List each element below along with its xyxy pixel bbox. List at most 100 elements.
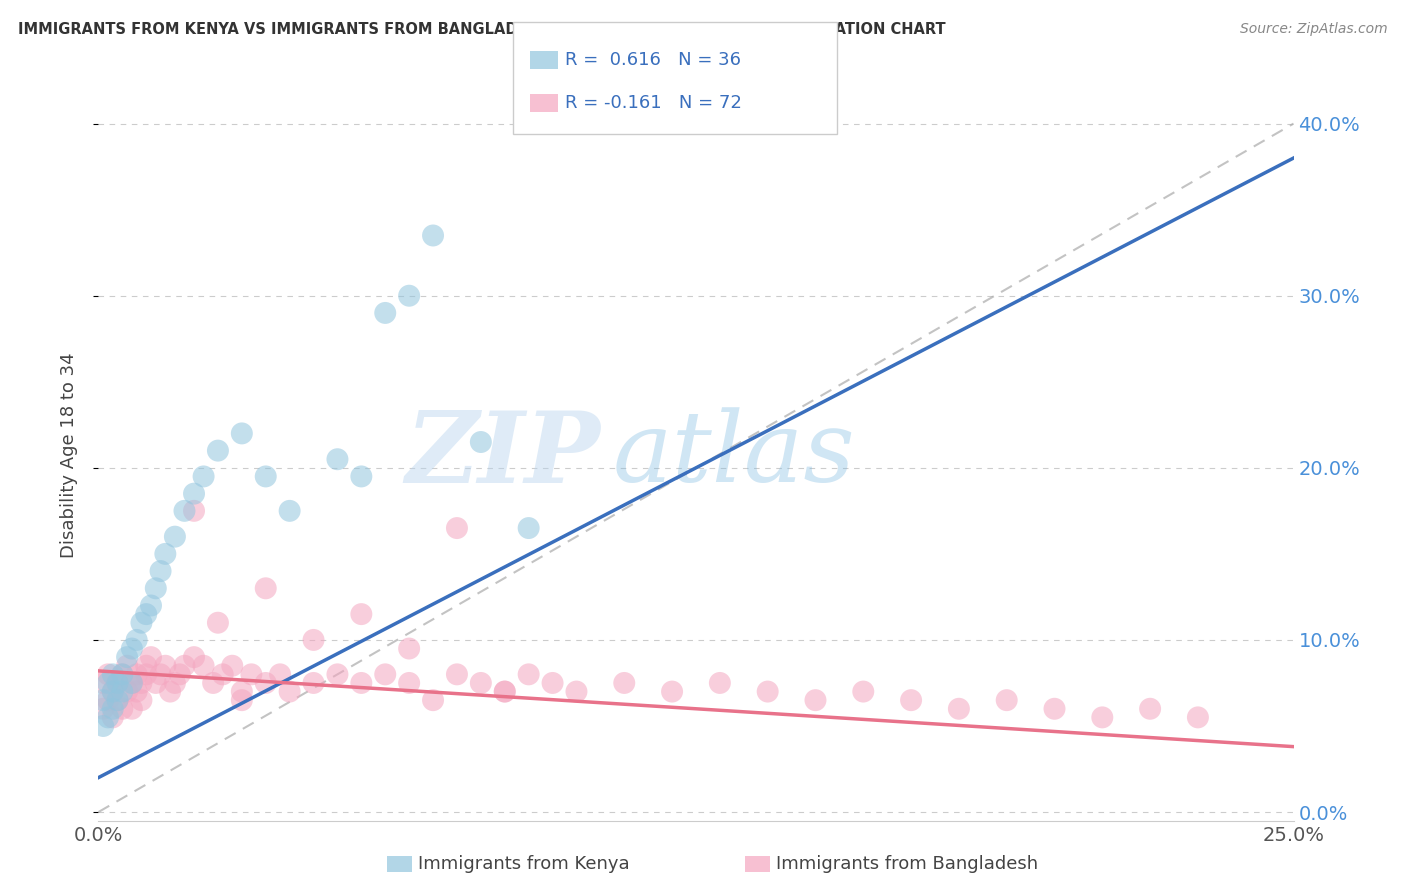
Point: [155, 547, 177, 561]
Point: [115, 650, 138, 665]
Text: Immigrants from Kenya: Immigrants from Kenya: [418, 855, 630, 873]
Point: [91, 702, 114, 716]
Point: [221, 658, 243, 673]
Point: [613, 676, 636, 690]
Point: [278, 684, 301, 698]
Point: [804, 693, 827, 707]
Point: [231, 426, 253, 441]
Point: [135, 667, 157, 681]
Point: [494, 684, 516, 698]
Point: [422, 228, 444, 243]
Point: [207, 615, 229, 630]
Point: [517, 667, 540, 681]
Point: [470, 435, 492, 450]
Point: [139, 599, 162, 613]
Point: [91, 719, 114, 733]
Point: [173, 658, 195, 673]
Point: [350, 607, 373, 621]
Point: [254, 676, 277, 690]
Point: [91, 676, 114, 690]
Point: [101, 684, 124, 698]
Point: [470, 676, 492, 690]
Point: [948, 702, 970, 716]
Text: R = -0.161   N = 72: R = -0.161 N = 72: [565, 94, 742, 112]
Point: [1091, 710, 1114, 724]
Text: Immigrants from Bangladesh: Immigrants from Bangladesh: [776, 855, 1038, 873]
Point: [121, 702, 143, 716]
Point: [115, 658, 138, 673]
Point: [326, 667, 349, 681]
Point: [163, 530, 186, 544]
Point: [398, 289, 420, 303]
Point: [302, 676, 325, 690]
Point: [207, 443, 229, 458]
Point: [97, 693, 120, 707]
Point: [398, 641, 420, 656]
Point: [115, 684, 138, 698]
Point: [517, 521, 540, 535]
Point: [125, 667, 148, 681]
Point: [145, 582, 167, 596]
Point: [193, 658, 215, 673]
Point: [1043, 702, 1066, 716]
Point: [163, 676, 186, 690]
Text: R =  0.616   N = 36: R = 0.616 N = 36: [565, 51, 741, 69]
Point: [131, 676, 153, 690]
Point: [111, 667, 134, 681]
Point: [125, 684, 148, 698]
Point: [111, 667, 134, 681]
Point: [131, 693, 153, 707]
Point: [374, 667, 396, 681]
Point: [302, 632, 325, 647]
Text: atlas: atlas: [613, 408, 855, 502]
Point: [139, 650, 162, 665]
Point: [145, 676, 167, 690]
Point: [350, 469, 373, 483]
Point: [1187, 710, 1209, 724]
Point: [101, 710, 124, 724]
Point: [135, 607, 157, 621]
Point: [900, 693, 922, 707]
Point: [995, 693, 1018, 707]
Point: [269, 667, 291, 681]
Point: [97, 676, 120, 690]
Point: [101, 684, 124, 698]
Point: [231, 693, 253, 707]
Point: [121, 641, 143, 656]
Text: Source: ZipAtlas.com: Source: ZipAtlas.com: [1240, 22, 1388, 37]
Point: [422, 693, 444, 707]
Point: [183, 650, 205, 665]
Point: [278, 504, 301, 518]
Point: [97, 667, 120, 681]
Point: [240, 667, 263, 681]
Point: [446, 521, 468, 535]
Text: ZIP: ZIP: [405, 407, 600, 503]
Point: [374, 306, 396, 320]
Point: [494, 684, 516, 698]
Point: [661, 684, 683, 698]
Point: [173, 504, 195, 518]
Point: [107, 676, 129, 690]
Point: [107, 693, 129, 707]
Point: [202, 676, 225, 690]
Point: [398, 676, 420, 690]
Point: [97, 710, 120, 724]
Y-axis label: Disability Age 18 to 34: Disability Age 18 to 34: [59, 352, 77, 558]
Text: IMMIGRANTS FROM KENYA VS IMMIGRANTS FROM BANGLADESH DISABILITY AGE 18 TO 34 CORR: IMMIGRANTS FROM KENYA VS IMMIGRANTS FROM…: [18, 22, 946, 37]
Point: [155, 658, 177, 673]
Point: [131, 615, 153, 630]
Point: [350, 676, 373, 690]
Point: [169, 667, 191, 681]
Point: [254, 469, 277, 483]
Point: [91, 693, 114, 707]
Point: [541, 676, 564, 690]
Point: [121, 676, 143, 690]
Point: [193, 469, 215, 483]
Point: [254, 582, 277, 596]
Point: [149, 667, 172, 681]
Point: [1139, 702, 1161, 716]
Point: [756, 684, 779, 698]
Point: [446, 667, 468, 681]
Point: [852, 684, 875, 698]
Point: [211, 667, 233, 681]
